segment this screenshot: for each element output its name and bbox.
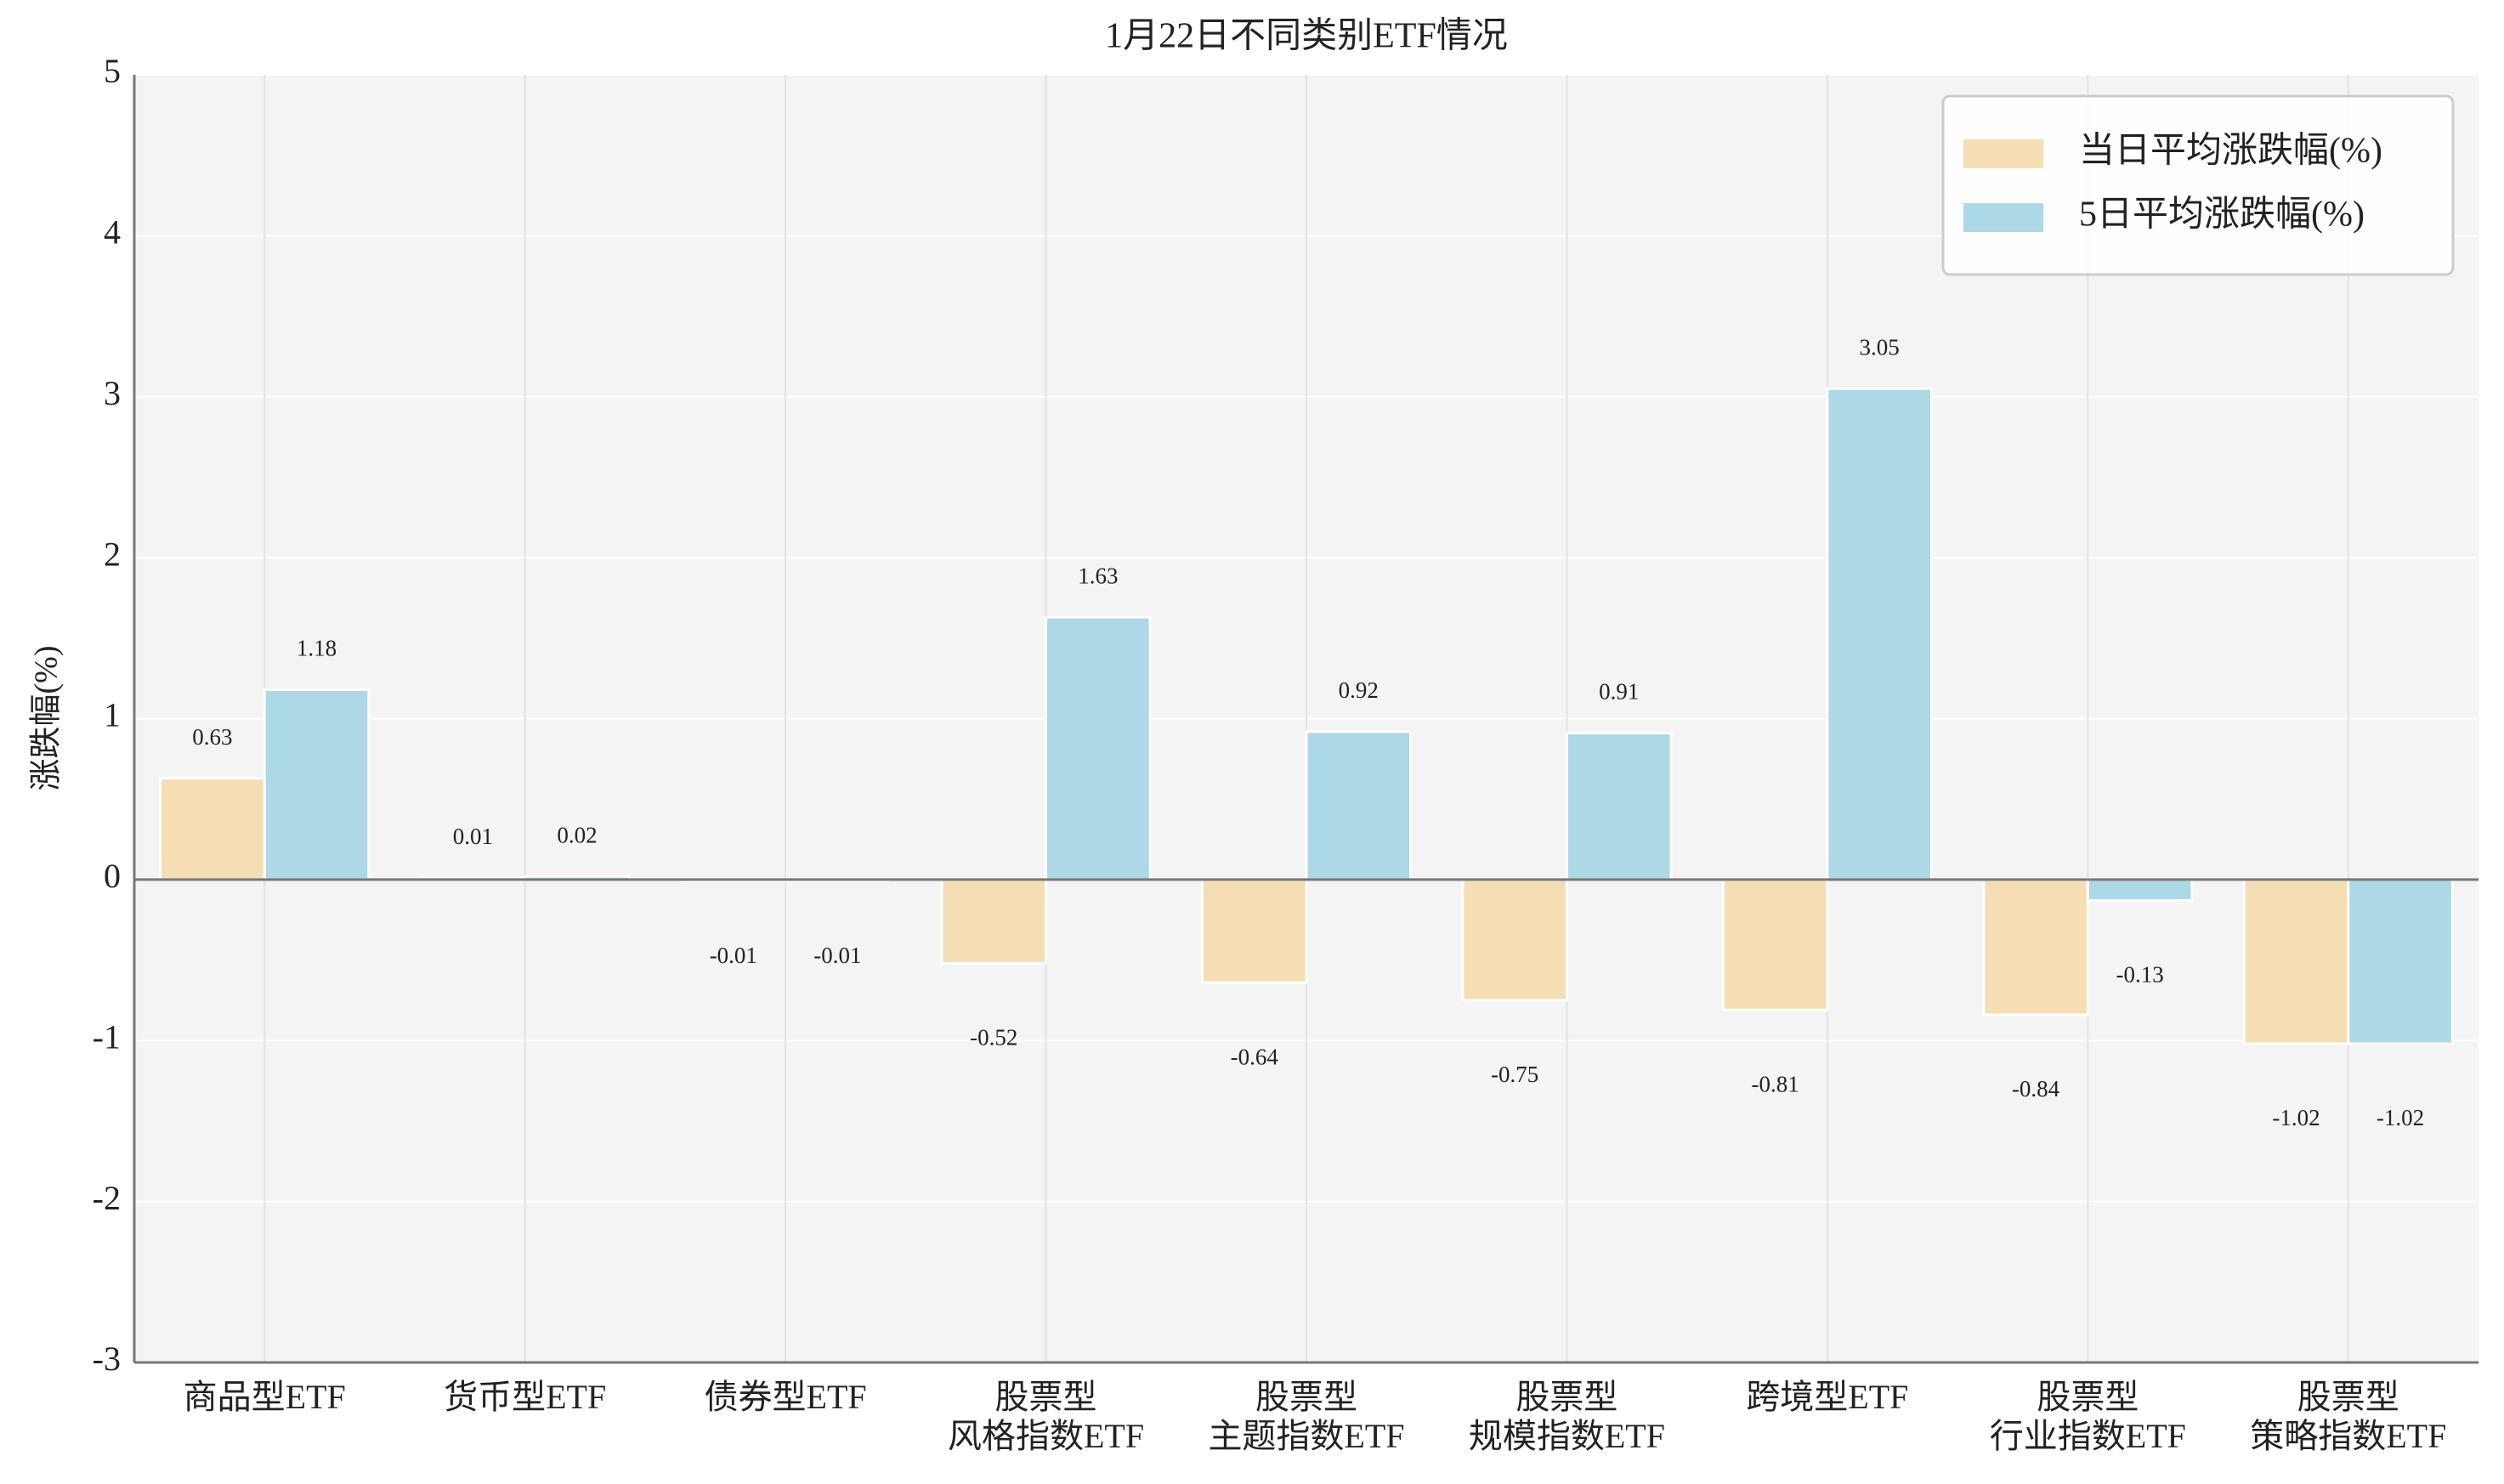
legend-label: 当日平均涨跌幅(%) — [2079, 132, 2382, 171]
bar — [1200, 878, 1308, 984]
y-tick-label: 0 — [104, 857, 121, 895]
bar — [940, 878, 1048, 965]
y-tick-label: 5 — [104, 52, 121, 90]
x-tick-label: 股票型 主题指数ETF — [1208, 1378, 1405, 1455]
value-label: -0.64 — [1231, 1044, 1279, 1069]
value-label: 3.05 — [1860, 334, 1900, 360]
bar — [1045, 615, 1152, 881]
x-tick-label: 货币型ETF — [444, 1378, 607, 1416]
value-label: 1.63 — [1078, 563, 1118, 588]
value-label: -1.02 — [2272, 1105, 2320, 1130]
y-axis-label: 涨跌幅(%) — [29, 646, 65, 791]
y-tick-label: -1 — [93, 1017, 121, 1056]
bar — [1565, 732, 1673, 881]
value-label: 0.63 — [192, 724, 232, 750]
x-tick-label: 商品型ETF — [183, 1378, 346, 1416]
y-tick-label: 1 — [104, 696, 121, 734]
bar — [2086, 878, 2194, 902]
chart-title: 1月22日不同类别ETF情况 — [1105, 17, 1508, 56]
bar — [159, 777, 266, 881]
value-label: -0.01 — [813, 943, 861, 968]
legend-swatch — [1963, 203, 2043, 232]
x-tick-label: 股票型 行业指数ETF — [1989, 1378, 2186, 1455]
value-label: 0.02 — [557, 822, 597, 847]
x-tick-label: 股票型 风格指数ETF — [947, 1378, 1145, 1455]
value-label: -1.02 — [2377, 1105, 2424, 1130]
bar — [2347, 878, 2454, 1045]
value-label: 0.92 — [1339, 677, 1379, 703]
bar — [1826, 387, 1933, 881]
value-label: -0.84 — [2012, 1076, 2060, 1102]
value-label: -0.13 — [2116, 962, 2163, 988]
bar — [1982, 878, 2089, 1017]
value-label: -0.81 — [1751, 1071, 1799, 1096]
value-label: -0.75 — [1491, 1062, 1538, 1087]
y-tick-label: 2 — [104, 535, 121, 573]
bar — [1461, 878, 1568, 1002]
value-label: 1.18 — [297, 636, 337, 661]
legend-swatch — [1963, 139, 2043, 168]
value-label: 0.01 — [453, 824, 493, 849]
x-tick-label: 股票型 策略指数ETF — [2250, 1378, 2447, 1455]
x-tick-label: 股票型 规模指数ETF — [1468, 1378, 1665, 1455]
x-tick-label: 债券型ETF — [704, 1378, 867, 1416]
y-tick-label: -2 — [93, 1179, 121, 1217]
bar — [2242, 878, 2350, 1045]
x-tick-label: 跨境型ETF — [1746, 1378, 1909, 1416]
value-label: 0.91 — [1599, 679, 1639, 705]
bar — [263, 688, 371, 881]
y-tick-label: 4 — [104, 213, 121, 252]
legend-box — [1941, 94, 2455, 276]
bar — [1305, 730, 1413, 881]
value-label: -0.01 — [710, 943, 757, 968]
value-label: -0.52 — [970, 1025, 1017, 1051]
legend-label: 5日平均涨跌幅(%) — [2079, 195, 2365, 235]
bar — [1721, 878, 1829, 1011]
y-tick-label: 3 — [104, 374, 121, 412]
y-tick-label: -3 — [93, 1340, 121, 1378]
